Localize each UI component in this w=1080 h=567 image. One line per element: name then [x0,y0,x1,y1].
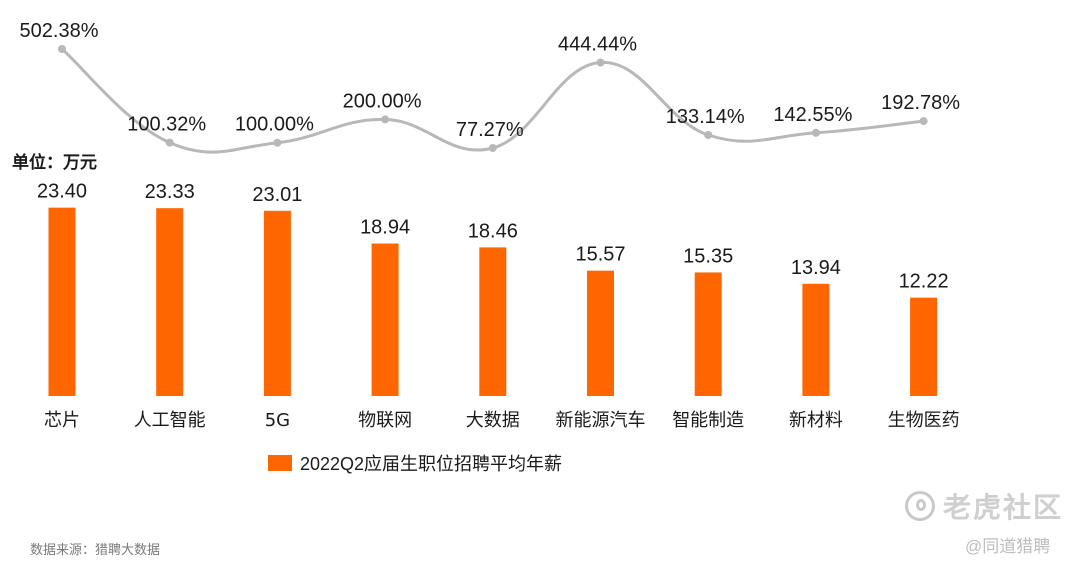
watermark-text: 老虎社区 [943,492,1064,523]
line-point [811,128,820,137]
category-label: 新材料 [789,410,843,431]
line-point [381,115,390,124]
watermark: 老虎社区 [905,486,1063,526]
bar [479,247,507,396]
line-data-label: 133.14% [666,106,745,128]
line-data-label: 192.78% [881,92,960,114]
bar-series-layer: 23.40 23.33 23.01 18.94 18.46 15.57 15.35 13.94… [37,181,949,396]
bar [910,297,938,396]
unit-label: 单位：万元 [12,153,97,172]
line-point [165,138,174,147]
category-axis-labels: 芯片 人工智能 5G 物联网 大数据 新能源汽车 智能制造 新材料 生物医药 [44,410,960,431]
bar [587,270,614,396]
line-point [919,117,928,126]
category-label: 人工智能 [134,410,206,431]
line-series-layer: 502.38% 100.32% 100.00% 200.00% 77.27% 444.44… [20,20,960,154]
category-label: 5G [265,410,290,431]
line-data-label: 100.32% [127,114,206,136]
bar [263,210,291,396]
line-point [488,144,497,152]
bar [371,243,399,396]
bar-data-label: 23.33 [145,181,195,203]
bar-data-label: 12.22 [899,271,949,293]
line-point [704,130,713,139]
watermark-subtext: @同道猎聘 [965,537,1051,556]
line-data-label: 142.55% [773,104,852,126]
tiger-logo-icon [905,491,935,521]
line-point [273,138,282,147]
legend: 2022Q2应届生职位招聘平均年薪 [268,450,562,476]
legend-swatch [268,455,292,471]
bar [694,272,722,396]
bar-data-label: 23.01 [252,184,302,206]
category-label: 智能制造 [672,410,744,431]
category-label: 芯片 [44,410,80,431]
legend-label: 2022Q2应届生职位招聘平均年薪 [300,454,563,474]
line-point [596,58,605,67]
bar-data-label: 13.94 [791,257,841,279]
source-note: 数据来源：猎聘大数据 [30,542,161,557]
bar-data-label: 23.40 [37,181,87,203]
bar [802,283,830,396]
line-data-label: 502.38% [20,20,99,42]
line-point [58,45,66,53]
line-data-label: 200.00% [343,90,422,112]
bar-data-label: 18.94 [360,217,410,239]
category-label: 新能源汽车 [556,410,646,431]
bar [48,207,76,396]
bar-data-label: 18.46 [468,220,518,242]
bar-data-label: 15.57 [575,244,625,266]
category-label: 生物医药 [888,410,960,431]
bar-data-label: 15.35 [683,245,733,267]
category-label: 大数据 [466,410,520,431]
line-data-label: 100.00% [235,114,314,136]
line-data-label: 444.44% [558,33,637,55]
bar [156,208,184,396]
category-label: 物联网 [358,410,412,431]
line-data-label: 77.27% [456,119,524,141]
